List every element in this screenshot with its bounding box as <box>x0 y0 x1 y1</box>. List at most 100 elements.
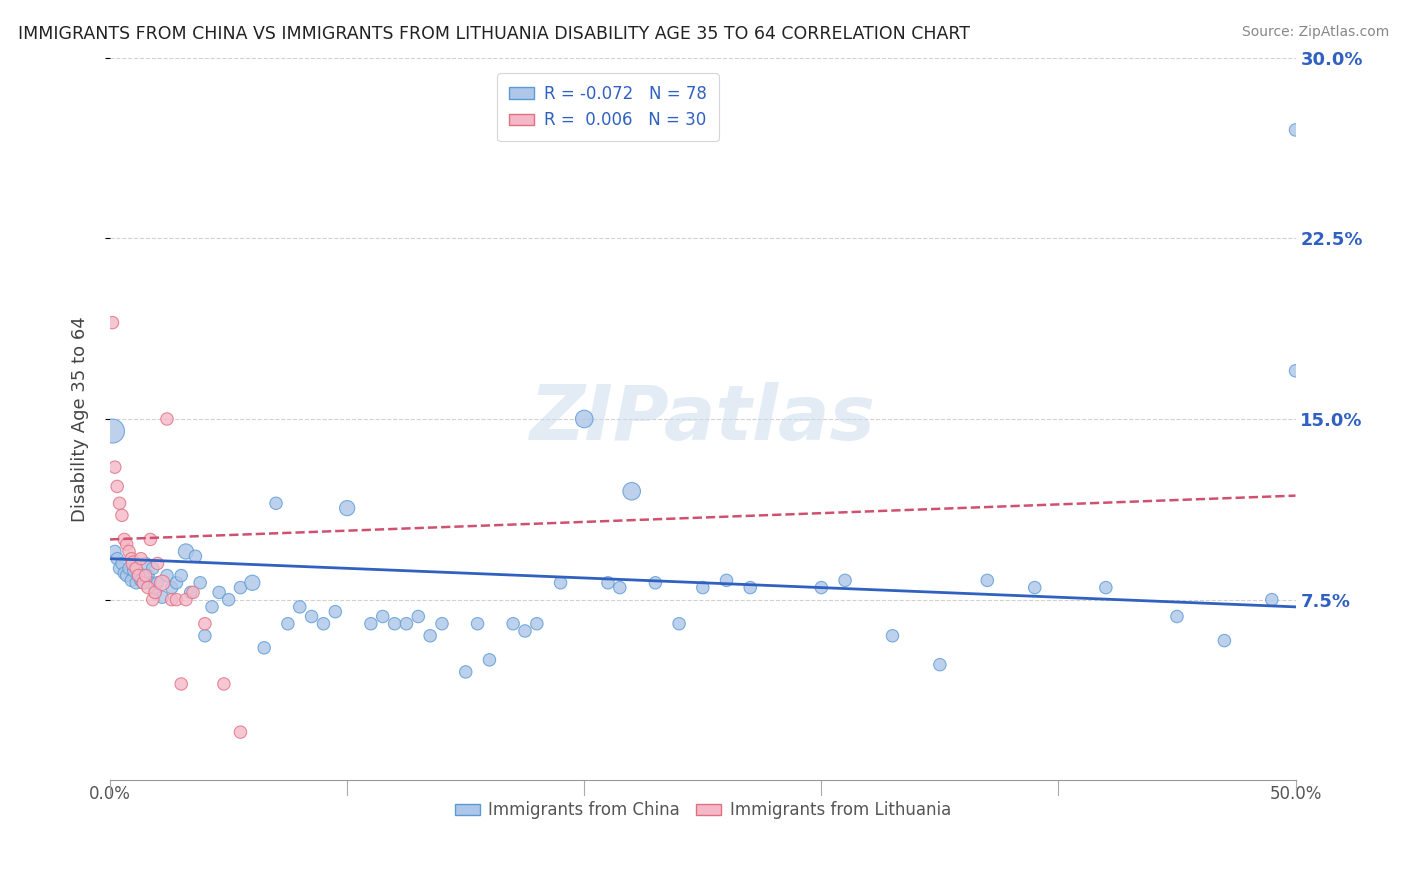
Point <box>478 653 501 667</box>
Point <box>692 581 714 595</box>
Point <box>323 605 346 619</box>
Point <box>120 551 142 566</box>
Point <box>1213 633 1236 648</box>
Text: Source: ZipAtlas.com: Source: ZipAtlas.com <box>1241 25 1389 39</box>
Point <box>467 616 489 631</box>
Point <box>513 624 536 638</box>
Point <box>139 533 162 547</box>
Point <box>129 551 152 566</box>
Point <box>104 544 127 558</box>
Point <box>240 575 263 590</box>
Point <box>160 581 183 595</box>
Point <box>644 575 666 590</box>
Point <box>574 412 596 426</box>
Point <box>139 575 162 590</box>
Point <box>129 574 152 588</box>
Point <box>128 568 150 582</box>
Point <box>1095 581 1118 595</box>
Point <box>142 561 165 575</box>
Point <box>184 549 207 564</box>
Point <box>150 575 173 590</box>
Point <box>156 568 179 582</box>
Point <box>194 616 217 631</box>
Point <box>105 551 128 566</box>
Point <box>181 585 204 599</box>
Point <box>101 316 124 330</box>
Point <box>430 616 453 631</box>
Point <box>550 575 572 590</box>
Point <box>395 616 418 631</box>
Point <box>142 592 165 607</box>
Point <box>146 557 169 571</box>
Point <box>170 677 193 691</box>
Point <box>301 609 323 624</box>
Point <box>143 585 166 599</box>
Point <box>115 537 138 551</box>
Point <box>111 557 134 571</box>
Point <box>146 575 169 590</box>
Point <box>336 501 359 516</box>
Point <box>104 460 127 475</box>
Point <box>1261 592 1284 607</box>
Point <box>118 544 141 558</box>
Point <box>135 568 157 582</box>
Point <box>105 479 128 493</box>
Point <box>360 616 382 631</box>
Point <box>1284 123 1306 137</box>
Point <box>882 629 904 643</box>
Point <box>166 592 188 607</box>
Point <box>371 609 394 624</box>
Point <box>668 616 690 631</box>
Point <box>596 575 619 590</box>
Point <box>253 640 276 655</box>
Point <box>108 561 131 575</box>
Point <box>174 544 197 558</box>
Point <box>1166 609 1188 624</box>
Point <box>156 412 179 426</box>
Point <box>526 616 548 631</box>
Point <box>194 629 217 643</box>
Point <box>408 609 430 624</box>
Point <box>122 557 145 571</box>
Point <box>132 575 155 590</box>
Point <box>166 575 188 590</box>
Point <box>174 592 197 607</box>
Point <box>188 575 211 590</box>
Point <box>143 585 166 599</box>
Point <box>111 508 134 523</box>
Legend: Immigrants from China, Immigrants from Lithuania: Immigrants from China, Immigrants from L… <box>449 795 957 826</box>
Point <box>928 657 950 672</box>
Point <box>609 581 631 595</box>
Point <box>312 616 335 631</box>
Point <box>212 677 235 691</box>
Point <box>112 533 135 547</box>
Point <box>135 557 157 571</box>
Text: IMMIGRANTS FROM CHINA VS IMMIGRANTS FROM LITHUANIA DISABILITY AGE 35 TO 64 CORRE: IMMIGRANTS FROM CHINA VS IMMIGRANTS FROM… <box>18 25 970 43</box>
Point <box>976 574 998 588</box>
Point <box>1024 581 1046 595</box>
Point <box>101 424 124 438</box>
Point <box>419 629 441 643</box>
Point <box>120 574 142 588</box>
Point <box>150 591 173 605</box>
Point <box>180 585 202 599</box>
Point <box>229 725 252 739</box>
Point <box>810 581 832 595</box>
Point <box>108 496 131 510</box>
Point <box>115 568 138 582</box>
Point <box>122 564 145 578</box>
Point <box>128 568 150 582</box>
Point <box>125 575 148 590</box>
Point <box>502 616 524 631</box>
Point <box>160 592 183 607</box>
Point <box>201 599 224 614</box>
Point <box>112 566 135 581</box>
Point <box>136 568 159 582</box>
Point <box>384 616 406 631</box>
Point <box>125 561 148 575</box>
Text: ZIPatlas: ZIPatlas <box>530 382 876 456</box>
Point <box>288 599 311 614</box>
Point <box>118 561 141 575</box>
Point <box>264 496 287 510</box>
Point <box>834 574 856 588</box>
